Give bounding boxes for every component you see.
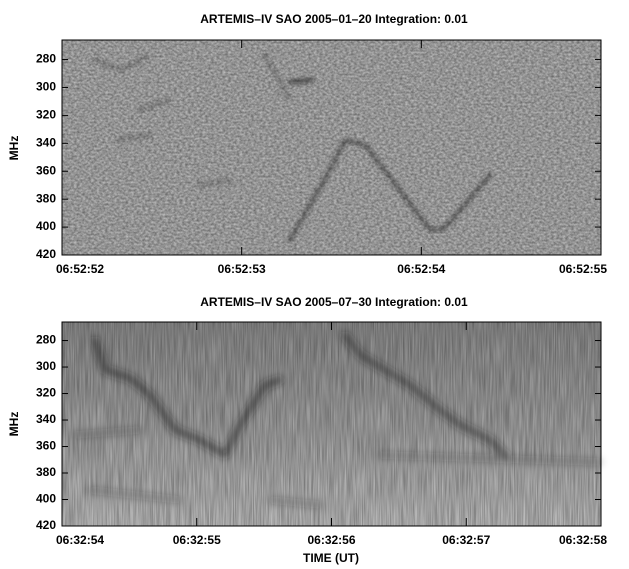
y-tick-label: 380	[36, 465, 56, 479]
y-tick-label: 300	[36, 359, 56, 373]
y-tick-label: 360	[36, 163, 56, 177]
x-tick-label: 06:32:57	[442, 533, 490, 547]
y-tick-label: 320	[36, 386, 56, 400]
x-tick-label: 06:32:58	[559, 533, 607, 547]
y-axis-label: MHz	[7, 412, 21, 437]
chart-title: ARTEMIS–IV SAO 2005–07–30 Integration: 0…	[200, 295, 468, 309]
y-tick-label: 360	[36, 439, 56, 453]
y-tick-label: 280	[36, 52, 56, 66]
x-tick-label: 06:32:55	[173, 533, 221, 547]
y-tick-label: 400	[36, 492, 56, 506]
y-tick-label: 300	[36, 80, 56, 94]
y-tick-label: 340	[36, 412, 56, 426]
x-tick-label: 06:52:53	[218, 262, 266, 276]
x-tick-label: 06:52:55	[559, 262, 607, 276]
x-tick-label: 06:32:56	[307, 533, 355, 547]
spectrum-image	[62, 40, 601, 255]
y-tick-label: 340	[36, 135, 56, 149]
plot-frame	[61, 39, 602, 256]
y-tick-label: 420	[36, 518, 56, 532]
x-tick-label: 06:52:52	[56, 262, 104, 276]
y-tick-label: 280	[36, 333, 56, 347]
spectrum-image	[62, 322, 602, 526]
y-axis-label: MHz	[7, 136, 21, 161]
x-axis-label: TIME (UT)	[303, 551, 359, 565]
x-tick-label: 06:52:54	[397, 262, 445, 276]
chart-title: ARTEMIS–IV SAO 2005–01–20 Integration: 0…	[200, 12, 468, 26]
y-tick-label: 320	[36, 108, 56, 122]
y-tick-label: 380	[36, 191, 56, 205]
y-tick-label: 400	[36, 219, 56, 233]
x-tick-label: 06:32:54	[56, 533, 104, 547]
y-tick-label: 420	[36, 247, 56, 261]
